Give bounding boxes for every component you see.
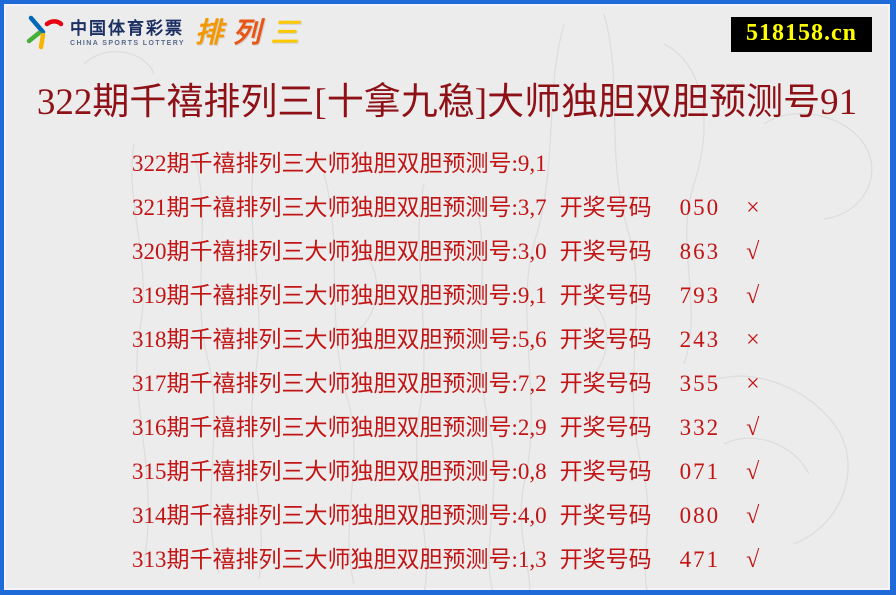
prediction-row: 316期千禧排列三大师独胆双胆预测号:2,9 开奖号码 332 √ <box>132 406 890 450</box>
prediction-row: 313期千禧排列三大师独胆双胆预测号:1,3 开奖号码 471 √ <box>132 538 890 582</box>
row-draw-label: 开奖号码 <box>559 459 652 484</box>
prediction-row: 315期千禧排列三大师独胆双胆预测号:0,8 开奖号码 071 √ <box>132 450 890 494</box>
row-prediction-text: 316期千禧排列三大师独胆双胆预测号:2,9 <box>132 415 547 440</box>
row-result-mark: √ <box>746 503 760 529</box>
row-draw-label: 开奖号码 <box>559 195 652 220</box>
row-result-mark: × <box>746 195 760 221</box>
prediction-list: 322期千禧排列三大师独胆双胆预测号:9,1 321期千禧排列三大师独胆双胆预测号… <box>4 142 890 582</box>
row-draw-number: 471 <box>679 547 721 572</box>
row-prediction-text: 313期千禧排列三大师独胆双胆预测号:1,3 <box>132 547 547 572</box>
row-draw-number: 332 <box>679 415 721 440</box>
site-domain-badge: 518158.cn <box>731 17 872 52</box>
logo-en-name: CHINA SPORTS LOTTERY <box>70 39 185 47</box>
row-prediction-text: 314期千禧排列三大师独胆双胆预测号:4,0 <box>132 503 547 528</box>
row-prediction-text: 320期千禧排列三大师独胆双胆预测号:3,0 <box>132 239 547 264</box>
prediction-row: 321期千禧排列三大师独胆双胆预测号:3,7 开奖号码 050 × <box>132 186 890 230</box>
prediction-row: 319期千禧排列三大师独胆双胆预测号:9,1 开奖号码 793 √ <box>132 274 890 318</box>
prediction-row: 314期千禧排列三大师独胆双胆预测号:4,0 开奖号码 080 √ <box>132 494 890 538</box>
row-draw-label: 开奖号码 <box>559 283 652 308</box>
row-result-mark: × <box>746 371 760 397</box>
logo-product-char: 排 <box>194 17 224 48</box>
row-draw-label: 开奖号码 <box>559 503 652 528</box>
row-prediction-text: 315期千禧排列三大师独胆双胆预测号:0,8 <box>132 459 547 484</box>
logo-product-name: 排 列 三 <box>195 19 300 47</box>
row-result-mark: √ <box>746 283 760 309</box>
logo-product-char: 三 <box>270 17 300 48</box>
row-draw-number: 355 <box>679 371 721 396</box>
row-result-mark: √ <box>746 415 760 441</box>
row-draw-label: 开奖号码 <box>559 239 652 264</box>
row-prediction-text: 317期千禧排列三大师独胆双胆预测号:7,2 <box>132 371 547 396</box>
row-draw-number: 793 <box>679 283 721 308</box>
prediction-row: 322期千禧排列三大师独胆双胆预测号:9,1 <box>132 142 890 186</box>
row-draw-number: 080 <box>679 503 721 528</box>
row-draw-number: 863 <box>679 239 721 264</box>
row-draw-label: 开奖号码 <box>559 327 652 352</box>
row-draw-label: 开奖号码 <box>559 415 652 440</box>
row-result-mark: √ <box>746 547 760 573</box>
row-result-mark: √ <box>746 239 760 265</box>
row-draw-number: 071 <box>679 459 721 484</box>
logo-text: 中国体育彩票 CHINA SPORTS LOTTERY <box>70 20 185 47</box>
lottery-figure-icon <box>26 15 64 50</box>
row-result-mark: × <box>746 327 760 353</box>
row-prediction-text: 322期千禧排列三大师独胆双胆预测号:9,1 <box>132 151 547 176</box>
prediction-row: 317期千禧排列三大师独胆双胆预测号:7,2 开奖号码 355 × <box>132 362 890 406</box>
row-result-mark: √ <box>746 459 760 485</box>
row-draw-label: 开奖号码 <box>559 547 652 572</box>
row-prediction-text: 318期千禧排列三大师独胆双胆预测号:5,6 <box>132 327 547 352</box>
row-draw-number: 050 <box>679 195 721 220</box>
page-title: 322期千禧排列三[十拿九稳]大师独胆双胆预测号91 <box>36 82 858 123</box>
row-draw-label: 开奖号码 <box>559 371 652 396</box>
prediction-row: 318期千禧排列三大师独胆双胆预测号:5,6 开奖号码 243 × <box>132 318 890 362</box>
row-prediction-text: 321期千禧排列三大师独胆双胆预测号:3,7 <box>132 195 547 220</box>
logo-product-char: 列 <box>232 17 262 48</box>
logo-cn-name: 中国体育彩票 <box>70 18 184 38</box>
china-sports-lottery-logo: 中国体育彩票 CHINA SPORTS LOTTERY 排 列 三 <box>22 14 300 52</box>
row-prediction-text: 319期千禧排列三大师独胆双胆预测号:9,1 <box>132 283 547 308</box>
header: 中国体育彩票 CHINA SPORTS LOTTERY 排 列 三 518158… <box>4 4 890 64</box>
prediction-row: 320期千禧排列三大师独胆双胆预测号:3,0 开奖号码 863 √ <box>132 230 890 274</box>
row-draw-number: 243 <box>679 327 721 352</box>
